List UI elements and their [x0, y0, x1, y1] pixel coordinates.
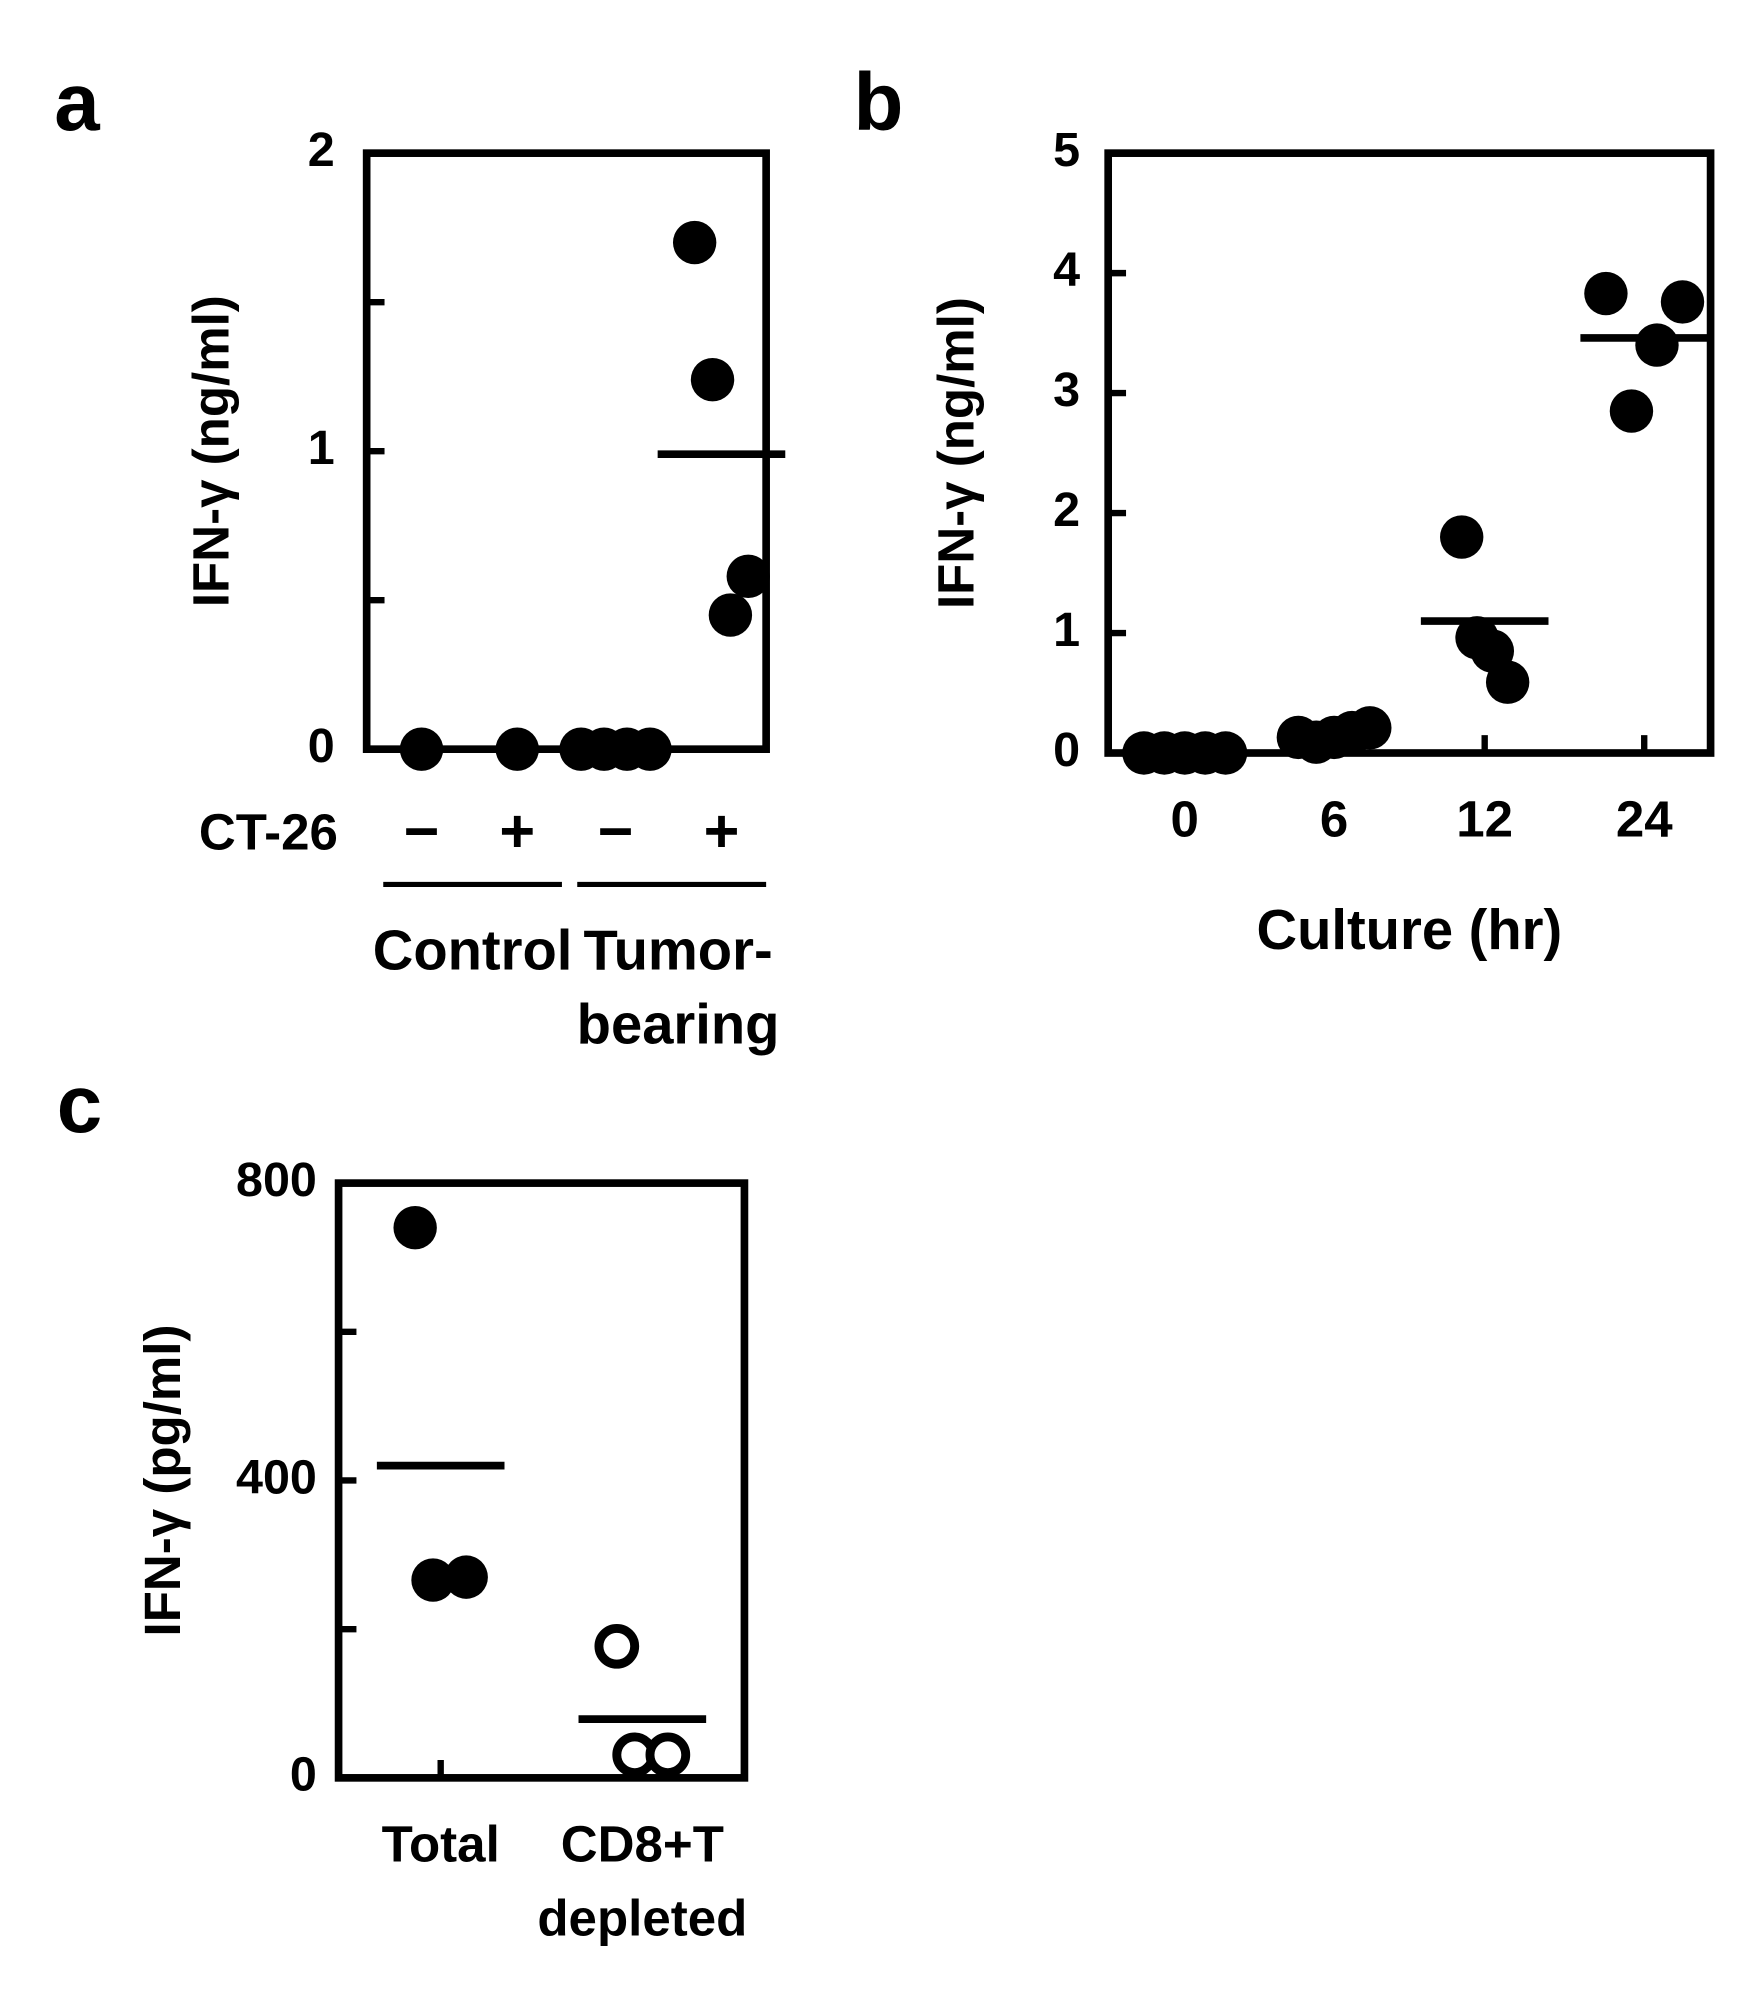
x-tick-label: 12: [1456, 791, 1513, 848]
panel-label: a: [54, 57, 100, 148]
x-tick-label: CD8+T: [561, 1816, 724, 1873]
data-point: [1609, 389, 1654, 433]
y-tick-label: 4: [1053, 243, 1080, 297]
x-axis-label: Culture (hr): [1257, 898, 1563, 961]
y-tick-label: 3: [1053, 363, 1080, 417]
data-point: [1660, 280, 1705, 324]
data-point: [1440, 515, 1484, 559]
y-tick-label: 2: [308, 123, 335, 177]
x-tick-label: +: [499, 797, 535, 865]
data-point: [411, 1558, 455, 1602]
panel-label: b: [854, 57, 904, 148]
x-tick-label: 24: [1616, 791, 1673, 848]
data-point: [726, 554, 770, 599]
data-point: [1485, 660, 1530, 704]
data-point: [672, 220, 717, 265]
y-tick-label: 1: [1053, 603, 1080, 657]
data-point: [1203, 731, 1248, 775]
data-point: [645, 1732, 691, 1778]
x-tick-label: −: [598, 797, 634, 865]
panel-label: c: [57, 1059, 102, 1150]
y-tick-label: 1: [308, 421, 335, 475]
data-point: [594, 1623, 640, 1669]
category-title: CT-26: [199, 803, 338, 860]
y-axis-label: IFN-γ (ng/ml): [182, 295, 239, 607]
y-axis-label: IFN-γ (ng/ml): [928, 297, 985, 609]
data-point: [393, 1206, 437, 1250]
y-tick-label: 0: [308, 719, 335, 773]
data-point: [444, 1555, 488, 1599]
group-label: Tumor-: [583, 918, 772, 981]
group-label: bearing: [577, 993, 780, 1056]
y-tick-label: 800: [236, 1153, 317, 1207]
x-tick-label: Total: [382, 1816, 500, 1873]
data-point: [1348, 706, 1392, 750]
y-tick-label: 5: [1053, 123, 1080, 177]
x-tick-label: 0: [1171, 791, 1199, 848]
data-point: [1584, 271, 1628, 316]
data-point: [495, 727, 539, 771]
data-point: [1635, 323, 1679, 367]
x-tick-label: +: [704, 797, 740, 865]
plot-frame: [334, 1179, 749, 1782]
data-point: [628, 727, 672, 771]
x-tick-label: −: [404, 797, 440, 865]
y-tick-label: 0: [290, 1748, 317, 1802]
group-label: Control: [373, 918, 573, 981]
x-tick-label: depleted: [537, 1890, 747, 1947]
y-axis-label: IFN-γ (pg/ml): [134, 1325, 191, 1637]
data-point: [690, 357, 735, 402]
y-tick-label: 0: [1053, 723, 1080, 777]
y-tick-label: 2: [1053, 483, 1080, 537]
y-tick-label: 400: [236, 1450, 317, 1504]
data-point: [708, 593, 753, 637]
plot-frame: [1104, 149, 1715, 757]
data-point: [399, 727, 444, 771]
x-tick-label: 6: [1320, 791, 1348, 848]
